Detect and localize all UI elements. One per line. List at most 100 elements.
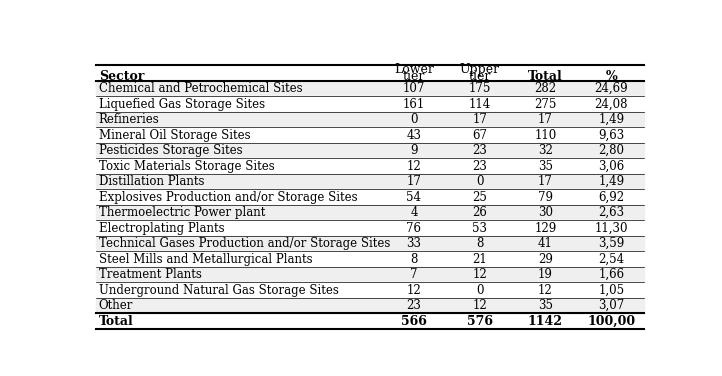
Text: 100,00: 100,00 [587,315,635,327]
Text: tier: tier [469,70,491,83]
Text: 32: 32 [538,144,553,157]
Text: 76: 76 [406,221,422,235]
Bar [96,112,644,127]
Text: Refineries: Refineries [99,113,160,126]
Text: 7: 7 [410,268,417,281]
Text: 54: 54 [406,191,422,204]
Text: 29: 29 [538,253,553,265]
Text: 17: 17 [472,113,487,126]
Text: 2,54: 2,54 [599,253,625,265]
Text: 161: 161 [403,98,425,111]
Text: 23: 23 [406,299,422,312]
Text: 129: 129 [534,221,557,235]
Text: 3,59: 3,59 [599,237,625,250]
Text: Distillation Plants: Distillation Plants [99,175,204,188]
Text: 8: 8 [410,253,417,265]
Text: Toxic Materials Storage Sites: Toxic Materials Storage Sites [99,160,274,173]
Text: 23: 23 [472,160,487,173]
Text: 1142: 1142 [528,315,563,327]
Text: Liquefied Gas Storage Sites: Liquefied Gas Storage Sites [99,98,265,111]
Bar [96,143,644,158]
Text: 17: 17 [538,113,553,126]
Text: 3,06: 3,06 [599,160,625,173]
Text: Steel Mills and Metallurgical Plants: Steel Mills and Metallurgical Plants [99,253,313,265]
Text: 576: 576 [466,315,492,327]
Text: 275: 275 [534,98,557,111]
Text: 8: 8 [476,237,484,250]
Bar [96,282,644,298]
Text: Total: Total [528,70,563,83]
Bar [96,236,644,252]
Text: 41: 41 [538,237,553,250]
Text: 23: 23 [472,144,487,157]
Text: Underground Natural Gas Storage Sites: Underground Natural Gas Storage Sites [99,284,339,297]
Text: Lower: Lower [394,63,434,76]
Text: 9,63: 9,63 [599,129,625,142]
Text: 67: 67 [472,129,487,142]
Text: 21: 21 [472,253,487,265]
Text: 79: 79 [538,191,553,204]
Text: %: % [606,70,617,83]
Text: 19: 19 [538,268,553,281]
Text: Upper: Upper [460,63,500,76]
Text: Pesticides Storage Sites: Pesticides Storage Sites [99,144,243,157]
Text: 12: 12 [472,299,487,312]
Text: 4: 4 [410,206,417,219]
Text: 2,63: 2,63 [599,206,625,219]
Text: 6,92: 6,92 [599,191,625,204]
Text: 566: 566 [401,315,427,327]
Bar [96,267,644,282]
Text: Sector: Sector [99,70,144,83]
Text: 1,49: 1,49 [599,113,625,126]
Text: 11,30: 11,30 [594,221,628,235]
Text: 35: 35 [538,299,553,312]
Text: Technical Gases Production and/or Storage Sites: Technical Gases Production and/or Storag… [99,237,390,250]
Text: 43: 43 [406,129,422,142]
Text: 282: 282 [534,82,557,95]
Text: 17: 17 [538,175,553,188]
Bar [96,158,644,174]
Text: 30: 30 [538,206,553,219]
Text: 35: 35 [538,160,553,173]
Text: 17: 17 [406,175,422,188]
Text: 24,08: 24,08 [594,98,628,111]
Text: 26: 26 [472,206,487,219]
Bar [96,127,644,143]
Text: Treatment Plants: Treatment Plants [99,268,201,281]
Text: Chemical and Petrochemical Sites: Chemical and Petrochemical Sites [99,82,303,95]
Text: 107: 107 [403,82,425,95]
Text: 114: 114 [469,98,491,111]
Text: Explosives Production and/or Storage Sites: Explosives Production and/or Storage Sit… [99,191,357,204]
Text: 0: 0 [410,113,417,126]
Text: tier: tier [403,70,425,83]
Text: 25: 25 [472,191,487,204]
Text: 12: 12 [472,268,487,281]
Text: Thermoelectric Power plant: Thermoelectric Power plant [99,206,265,219]
Bar [96,205,644,220]
Text: 1,49: 1,49 [599,175,625,188]
Text: 1,66: 1,66 [599,268,625,281]
Bar [96,220,644,236]
Text: 33: 33 [406,237,422,250]
Bar [96,174,644,190]
Text: 2,80: 2,80 [599,144,625,157]
Text: Total: Total [99,315,134,327]
Bar [96,81,644,96]
Text: 1,05: 1,05 [599,284,625,297]
Text: 3,07: 3,07 [599,299,625,312]
Text: 53: 53 [472,221,487,235]
Text: 12: 12 [538,284,553,297]
Text: 9: 9 [410,144,417,157]
Bar [96,96,644,112]
Text: 24,69: 24,69 [594,82,628,95]
Bar [96,298,644,313]
Text: 12: 12 [406,160,421,173]
Bar [96,190,644,205]
Text: 0: 0 [476,175,484,188]
Text: 175: 175 [469,82,491,95]
Text: Electroplating Plants: Electroplating Plants [99,221,225,235]
Text: 110: 110 [534,129,557,142]
Text: Other: Other [99,299,133,312]
Text: 12: 12 [406,284,421,297]
Text: Mineral Oil Storage Sites: Mineral Oil Storage Sites [99,129,251,142]
